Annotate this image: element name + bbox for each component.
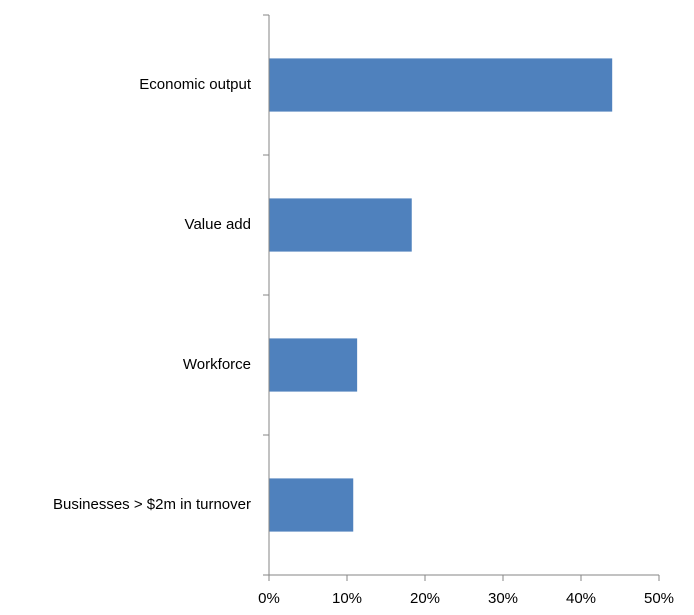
x-tick-label: 20%: [410, 590, 440, 607]
bar-businesses-2m-in-turnover: [269, 478, 354, 532]
x-tick-label: 30%: [488, 590, 518, 607]
category-label: Businesses > $2m in turnover: [53, 496, 251, 513]
axes-layer: [263, 14, 660, 581]
bars-layer: [269, 58, 613, 532]
category-label: Workforce: [183, 356, 251, 373]
x-tick-label: 10%: [332, 590, 362, 607]
labels-layer: Economic output Value add Workforce Busines…: [53, 76, 674, 607]
x-tick-label: 0%: [258, 590, 280, 607]
category-label: Economic output: [139, 76, 252, 93]
x-tick-label: 40%: [566, 590, 596, 607]
x-tick-label: 50%: [644, 590, 674, 607]
category-label: Value add: [185, 216, 251, 233]
bar-value-add: [269, 198, 412, 252]
bar-economic-output: [269, 58, 613, 112]
bar-workforce: [269, 338, 358, 392]
